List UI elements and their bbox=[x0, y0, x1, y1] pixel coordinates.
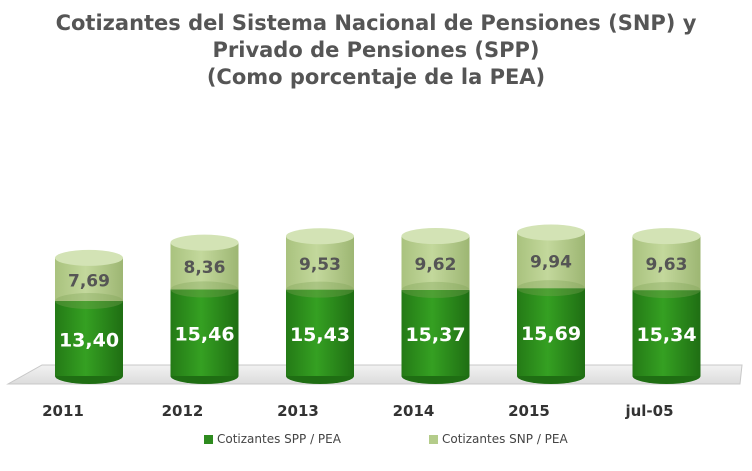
chart-title-line-1: Cotizantes del Sistema Nacional de Pensi… bbox=[55, 11, 697, 35]
x-tick-2015: 2015 bbox=[508, 402, 550, 420]
x-tick-jul-05: jul-05 bbox=[624, 402, 673, 420]
bar-joint-2011 bbox=[55, 292, 123, 309]
x-tick-2011: 2011 bbox=[42, 402, 84, 420]
bar-joint-2013 bbox=[286, 281, 354, 298]
x-tick-2012: 2012 bbox=[162, 402, 204, 420]
label-snp-2011: 7,69 bbox=[68, 271, 110, 291]
bar-joint-jul-05 bbox=[632, 282, 701, 299]
bar-top-2014 bbox=[401, 228, 470, 245]
legend-label-snp: Cotizantes SNP / PEA bbox=[442, 432, 568, 446]
bar-snp-2014 bbox=[401, 236, 470, 290]
label-spp-2012: 15,46 bbox=[174, 324, 234, 346]
bar-spp-2015 bbox=[517, 288, 585, 376]
bar-top-2011 bbox=[55, 249, 123, 266]
legend-label-spp: Cotizantes SPP / PEA bbox=[217, 432, 341, 446]
bar-top-2012 bbox=[170, 234, 239, 251]
label-spp-2014: 15,37 bbox=[405, 324, 465, 346]
label-snp-2012: 8,36 bbox=[184, 258, 226, 278]
label-spp-2015: 15,69 bbox=[521, 323, 581, 345]
chart-title-line-3: (Como porcentaje de la PEA) bbox=[206, 65, 546, 89]
bar-top-jul-05 bbox=[632, 228, 701, 245]
chart-title-line-2: Privado de Pensiones (SPP) bbox=[212, 38, 540, 62]
bar-spp-jul-05 bbox=[632, 290, 701, 376]
label-snp-2013: 9,53 bbox=[299, 255, 341, 275]
bar-spp-2014 bbox=[401, 289, 470, 376]
bar-snp-2013 bbox=[286, 236, 354, 290]
bar-joint-2012 bbox=[170, 281, 239, 298]
x-tick-2013: 2013 bbox=[277, 402, 319, 420]
label-snp-2014: 9,62 bbox=[415, 255, 457, 275]
label-snp-jul-05: 9,63 bbox=[646, 255, 688, 275]
legend-swatch-spp bbox=[204, 434, 213, 444]
bar-top-2013 bbox=[286, 228, 354, 245]
bar-spp-2013 bbox=[286, 289, 354, 376]
bar-spp-2012 bbox=[170, 289, 239, 376]
legend-item-spp: Cotizantes SPP / PEA bbox=[204, 432, 341, 446]
legend-swatch-snp bbox=[429, 434, 438, 444]
label-spp-2013: 15,43 bbox=[290, 324, 350, 346]
bar-joint-2014 bbox=[401, 281, 470, 298]
bar-snp-jul-05 bbox=[632, 236, 701, 291]
bar-spp-2011 bbox=[55, 300, 123, 376]
label-spp-2011: 13,40 bbox=[59, 329, 119, 351]
bar-snp-2015 bbox=[517, 232, 585, 289]
bar-top-2015 bbox=[517, 224, 585, 241]
legend-item-snp: Cotizantes SNP / PEA bbox=[429, 432, 568, 446]
x-tick-2014: 2014 bbox=[393, 402, 435, 420]
bar-joint-2015 bbox=[517, 280, 585, 297]
chart-title: Cotizantes del Sistema Nacional de Pensi… bbox=[0, 10, 752, 91]
label-snp-2015: 9,94 bbox=[530, 252, 572, 272]
label-spp-jul-05: 15,34 bbox=[636, 324, 696, 346]
